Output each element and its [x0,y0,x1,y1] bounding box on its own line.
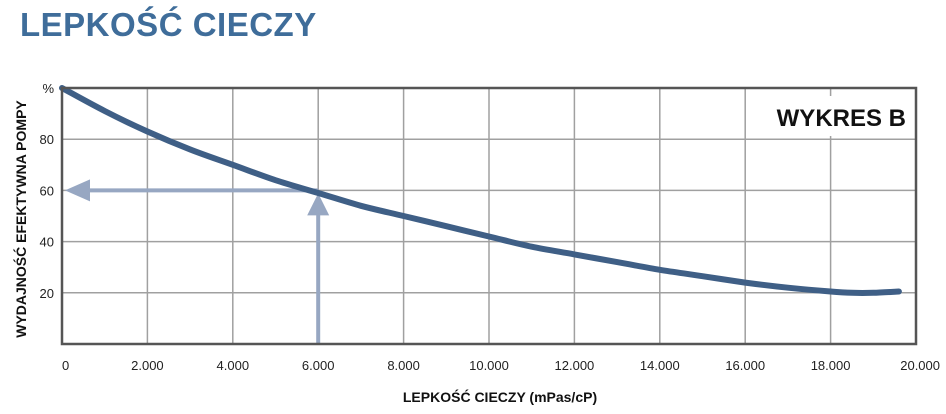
series-group [59,85,902,296]
x-tick-label: 10.000 [469,358,509,373]
y-tick-labels: % 80 60 40 20 [40,81,55,301]
chart-badge: WYKRES B [777,105,906,132]
y-tick-label: 40 [40,235,54,250]
x-tick-label: 6.000 [302,358,335,373]
x-tick-label: 16.000 [725,358,765,373]
y-tick-label: 60 [40,183,54,198]
series-line [59,85,902,296]
y-tick-label: 80 [40,132,54,147]
x-tick-label: 0 [62,358,69,373]
x-tick-label: 4.000 [217,358,250,373]
y-tick-label: 20 [40,286,54,301]
y-tick-label: % [42,81,54,96]
annotation-arrows [65,179,330,344]
y-axis-label: WYDAJNOŚĆ EFEKTYWNA POMPY [12,100,29,338]
x-tick-label: 8.000 [387,358,420,373]
x-tick-label: 18.000 [811,358,851,373]
x-tick-label: 20.000 [900,358,940,373]
plot-border [60,86,918,346]
chart-title: LEPKOŚĆ CIECZY [20,6,317,43]
x-tick-labels: 0 2.000 4.000 6.000 8.000 10.000 12.000 14.000 1… [62,358,940,373]
up-arrow-head [307,193,330,216]
left-arrow-head [65,179,90,202]
plot-frame [60,86,918,346]
badge-background [746,96,906,136]
x-tick-label: 14.000 [640,358,680,373]
x-tick-label: 2.000 [131,358,164,373]
x-tick-label: 12.000 [555,358,595,373]
x-axis-label: LEPKOŚĆ CIECZY (mPas/cP) [403,388,597,405]
